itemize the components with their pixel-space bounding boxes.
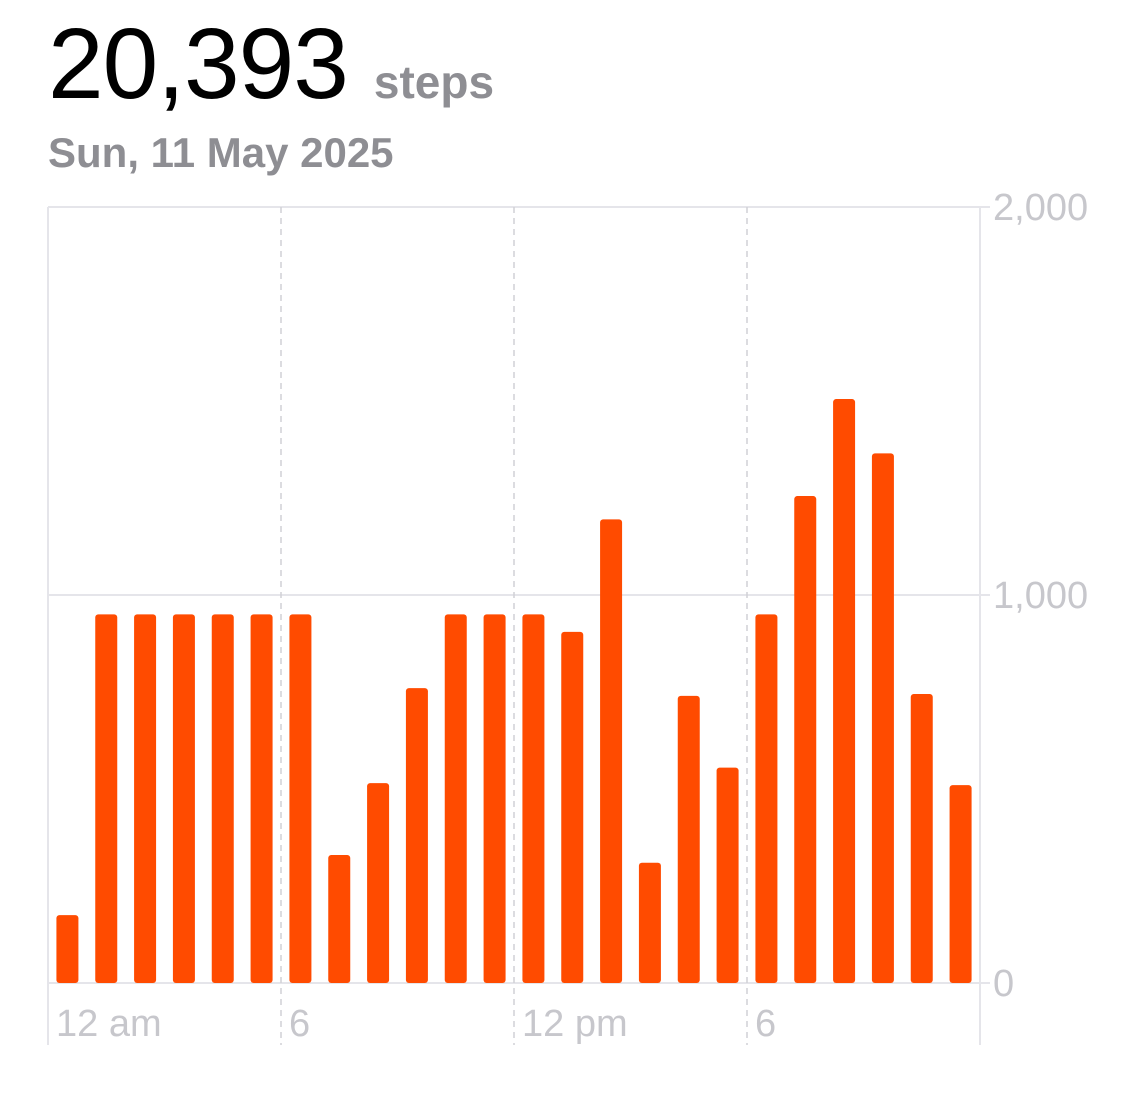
step-bar [561,632,583,983]
step-bar [212,614,234,983]
x-tick-label: 6 [289,1003,310,1045]
step-bar [755,614,777,983]
step-bar [289,614,311,983]
step-bar [872,453,894,983]
step-bar [911,694,933,983]
step-bar [173,614,195,983]
step-bar [445,614,467,983]
step-bar [639,863,661,983]
step-bar [406,688,428,983]
step-bar [833,399,855,983]
step-bar [522,614,544,983]
x-tick-label: 12 pm [522,1003,628,1045]
step-bar [134,614,156,983]
step-bar [367,783,389,983]
step-bar [56,915,78,983]
step-bar [95,614,117,983]
y-tick-label: 0 [993,963,1014,1005]
step-bar [484,614,506,983]
step-bar [794,496,816,983]
x-tick-label: 6 [755,1003,776,1045]
step-bar [678,696,700,983]
step-bar [717,768,739,983]
step-bar [251,614,273,983]
y-tick-label: 2,000 [993,187,1088,229]
step-bar [950,785,972,983]
step-bar [600,519,622,983]
y-tick-label: 1,000 [993,575,1088,617]
step-bar [328,855,350,983]
x-tick-label: 12 am [56,1003,162,1045]
